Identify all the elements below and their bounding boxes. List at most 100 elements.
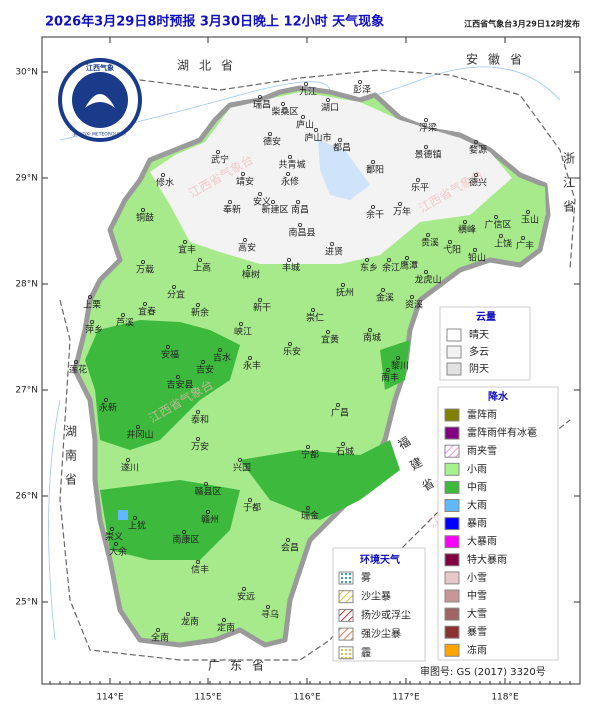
city-label: 修水: [156, 177, 174, 189]
city-label: 贵溪: [421, 237, 439, 249]
city-label: 定南: [217, 622, 235, 634]
city-dot: [140, 259, 145, 264]
city-label: 峡江: [234, 326, 252, 338]
city-dot: [305, 505, 310, 510]
city-label: 永修: [281, 176, 299, 188]
city-dot: [423, 118, 428, 123]
city-dot: [257, 95, 262, 100]
city-label: 瑞金: [301, 510, 319, 522]
city-label: 安福: [161, 349, 179, 361]
lat-label: 27°N: [15, 386, 38, 396]
city-label: 南昌县: [288, 227, 315, 239]
city-dot: [195, 436, 200, 441]
city-dot: [286, 257, 291, 262]
city-dot: [395, 355, 400, 360]
city-dot: [110, 527, 115, 532]
city-label: 吉安县: [166, 379, 193, 391]
city-label: 宜春: [138, 306, 156, 318]
city-label: 庐山市: [304, 132, 331, 144]
legend-label: 扬沙或浮尘: [361, 608, 411, 621]
city-label: 广信区: [484, 219, 511, 231]
city-dot: [300, 115, 305, 120]
city-dot: [329, 241, 334, 246]
city-dot: [221, 618, 226, 623]
city-label: 黎川: [391, 360, 409, 372]
lat-label: 26°N: [15, 492, 38, 502]
city-dot: [386, 257, 391, 262]
city-label: 泰和: [191, 414, 209, 426]
legend-label: 大雪: [467, 607, 487, 620]
legend-box: [332, 547, 426, 662]
legend-swatch: [444, 462, 460, 476]
city-dot: [370, 204, 375, 209]
city-label: 鹰潭: [400, 260, 418, 272]
city-label: 彭泽: [353, 84, 371, 96]
city-label: 鄱阳: [366, 165, 384, 176]
city-dot: [325, 329, 330, 334]
city-dot: [74, 359, 79, 364]
logo-subtitle: JIANGXI METEOROLOGY: [73, 132, 127, 138]
city-label: 宜黄: [321, 334, 339, 346]
title: 2026年3月29日8时预报 3月30日晚上 12小时 天气现象: [45, 14, 384, 30]
city-dot: [140, 207, 145, 212]
city-dot: [195, 302, 200, 307]
city-dot: [521, 235, 526, 240]
legend-swatch: [446, 328, 462, 342]
legend-label: 中雨: [467, 480, 487, 493]
city-dot: [195, 409, 200, 414]
legend-swatch: [338, 590, 354, 604]
city-dot: [240, 171, 245, 176]
city-label: 芦溪: [116, 317, 134, 329]
city-label: 崇义: [105, 532, 123, 543]
legend-label: 雷阵雨伴有冰雹: [467, 426, 537, 439]
legend-label: 霾: [361, 647, 371, 659]
city-label: 于都: [243, 503, 261, 514]
lat-label: 30°N: [15, 68, 38, 78]
city-dot: [285, 171, 290, 176]
legend-label: 大暴雨: [467, 535, 497, 548]
city-dot: [423, 144, 428, 149]
city-label: 赣州: [201, 514, 219, 526]
city-dot: [367, 327, 372, 332]
logo: 江西气象 JIANGXI METEOROLOGY: [58, 58, 142, 142]
city-dot: [415, 177, 420, 182]
issuer: 江西省气象台3月29日12时发布: [464, 19, 580, 29]
legend-swatch: [444, 535, 460, 549]
province-label: 湖南省: [64, 424, 78, 497]
city-label: 德兴: [469, 177, 487, 189]
legend-label: 阴天: [469, 363, 489, 375]
city-dot: [472, 247, 477, 252]
city-dot: [182, 239, 187, 244]
city-dot: [88, 294, 93, 299]
city-label: 萍乡: [85, 325, 103, 336]
legend-swatch: [444, 444, 460, 458]
legend-swatch: [444, 643, 460, 657]
city-dot: [337, 137, 342, 142]
city-label: 乐安: [283, 346, 301, 358]
city-dot: [237, 457, 242, 462]
city-dot: [357, 80, 362, 85]
city-dot: [423, 269, 428, 274]
city-dot: [241, 587, 246, 592]
city-dot: [227, 199, 232, 204]
city-label: 龙南: [181, 616, 199, 628]
city-dot: [526, 209, 531, 214]
legend-title: 降水: [488, 390, 509, 403]
city-dot: [181, 530, 186, 535]
city-dot: [175, 374, 180, 379]
city-label: 余干: [366, 209, 384, 221]
legend-swatch: [338, 608, 354, 622]
city-label: 抚州: [336, 287, 354, 299]
city-label: 东乡: [360, 262, 378, 274]
legend-swatch: [444, 625, 460, 639]
lon-label: 117°E: [392, 693, 420, 703]
city-label: 婺源: [469, 145, 487, 156]
city-dot: [310, 307, 315, 312]
city-dot: [493, 214, 498, 219]
city-label: 遂川: [121, 462, 139, 474]
city-dot: [380, 287, 385, 292]
light-rain-north: [490, 178, 546, 240]
legend-label: 雾: [361, 572, 371, 584]
map-approval: 审图号: GS (2017) 3320号: [420, 665, 546, 678]
city-label: 乐平: [411, 182, 429, 194]
